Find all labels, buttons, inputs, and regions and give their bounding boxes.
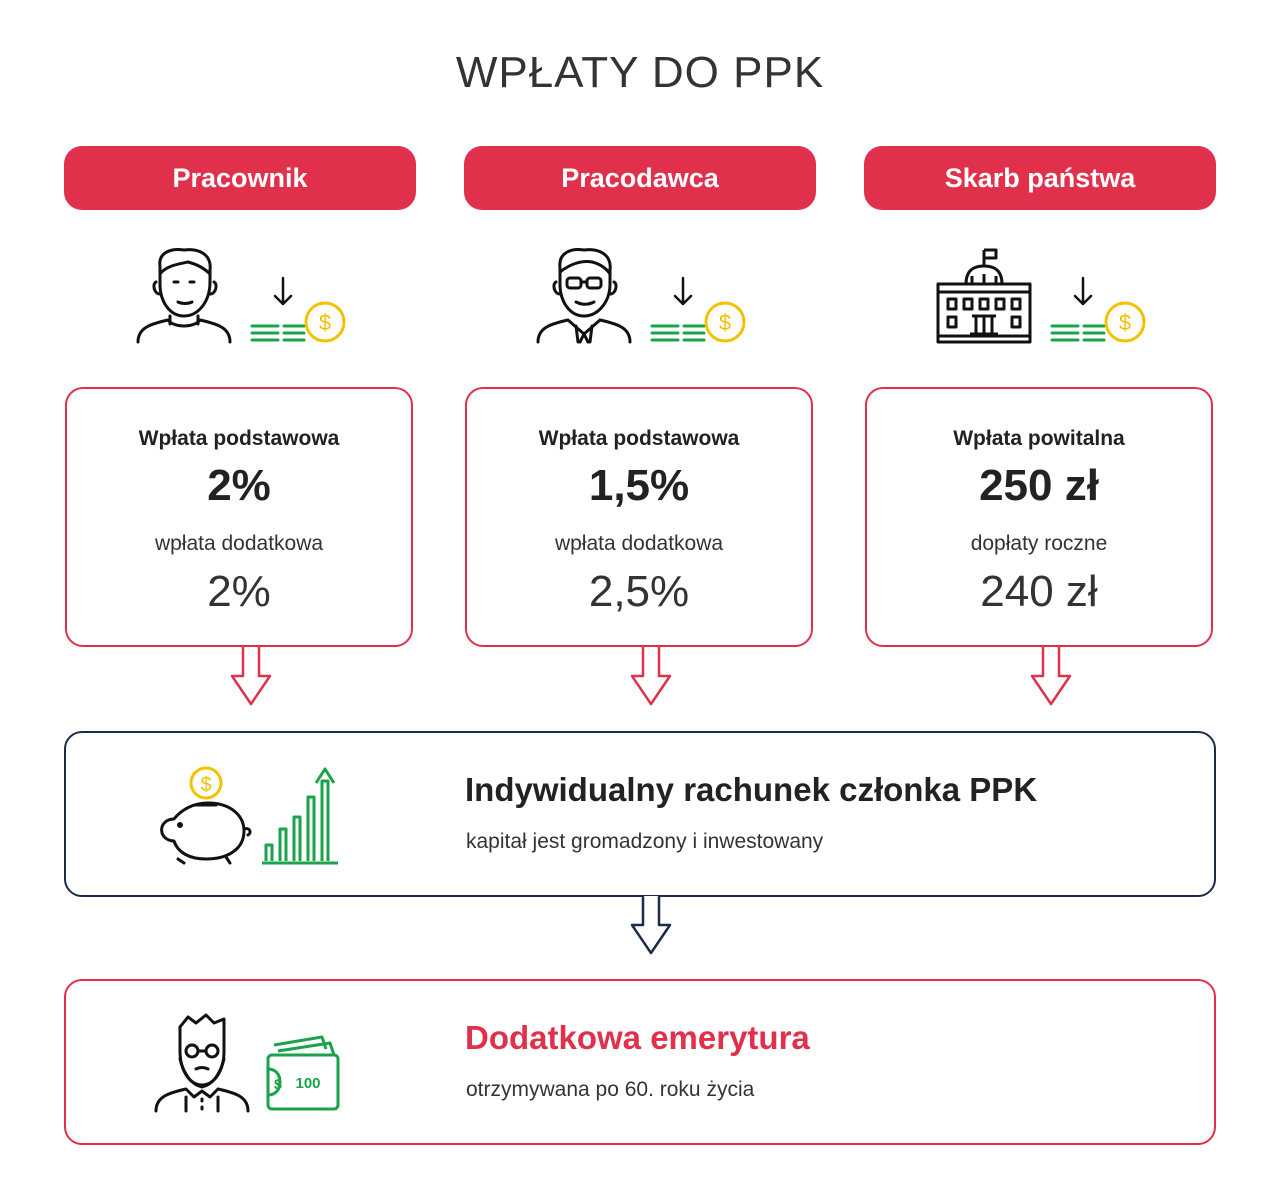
employee-icon-group: $	[64, 244, 416, 354]
card-label-basic: Wpłata podstawowa	[538, 427, 740, 450]
down-arrow-icon	[230, 647, 272, 706]
growth-chart-icon	[262, 767, 338, 865]
government-icon-group: $	[864, 244, 1216, 354]
wallet-value: 100	[295, 1075, 320, 1092]
svg-text:$: $	[319, 310, 331, 335]
money-transfer-icon: $	[1050, 276, 1146, 343]
card-value-welcome: 250 zł	[979, 461, 1099, 510]
card-pracodawca: Wpłata podstawowa 1,5% wpłata dodatkowa …	[465, 387, 813, 647]
card-value-basic: 2%	[207, 461, 271, 510]
account-title: Indywidualny rachunek członka PPK	[465, 771, 1038, 808]
card-value-extra: 2%	[207, 567, 271, 616]
pension-box: $ 100 Dodatkowa emerytura otrzymywana po…	[64, 979, 1216, 1145]
svg-text:$: $	[719, 310, 731, 335]
card-value-basic: 1,5%	[588, 461, 690, 510]
pension-subtitle: otrzymywana po 60. roku życia	[466, 1078, 755, 1101]
account-subtitle: kapitał jest gromadzony i inwestowany	[466, 830, 824, 853]
svg-text:$: $	[200, 774, 211, 796]
card-value-annual: 240 zł	[980, 567, 1098, 616]
card-label-extra: wpłata dodatkowa	[154, 532, 324, 555]
account-box: $ Indywidualny rachunek członka PPK kapi…	[64, 731, 1216, 897]
header-pracownik: Pracownik	[64, 146, 416, 210]
wallet-icon: $ 100	[266, 1035, 340, 1111]
money-transfer-icon: $	[650, 276, 746, 343]
card-skarb-panstwa: Wpłata powitalna 250 zł dopłaty roczne 2…	[865, 387, 1213, 647]
card-label-extra: wpłata dodatkowa	[554, 532, 724, 555]
government-building-icon	[936, 248, 1032, 344]
card-label-welcome: Wpłata powitalna	[953, 427, 1125, 450]
money-transfer-icon: $	[250, 276, 346, 343]
employer-icon	[536, 248, 632, 344]
down-arrow-icon	[630, 896, 672, 955]
down-arrow-icon	[630, 647, 672, 706]
header-pracodawca: Pracodawca	[464, 146, 816, 210]
senior-icon	[154, 1013, 250, 1113]
svg-text:$: $	[1119, 310, 1131, 335]
employer-icon-group: $	[464, 244, 816, 354]
employee-icon	[136, 248, 232, 344]
header-skarb-panstwa: Skarb państwa	[864, 146, 1216, 210]
down-arrow-icon	[1030, 647, 1072, 706]
card-value-extra: 2,5%	[588, 567, 690, 616]
card-pracownik: Wpłata podstawowa 2% wpłata dodatkowa 2%	[65, 387, 413, 647]
pension-title: Dodatkowa emerytura	[465, 1019, 810, 1056]
card-label-basic: Wpłata podstawowa	[138, 427, 340, 450]
card-label-annual: dopłaty roczne	[970, 532, 1108, 555]
page-title: WPŁATY DO PPK	[455, 48, 825, 97]
piggy-bank-icon: $	[160, 766, 252, 865]
svg-text:$: $	[274, 1076, 282, 1092]
